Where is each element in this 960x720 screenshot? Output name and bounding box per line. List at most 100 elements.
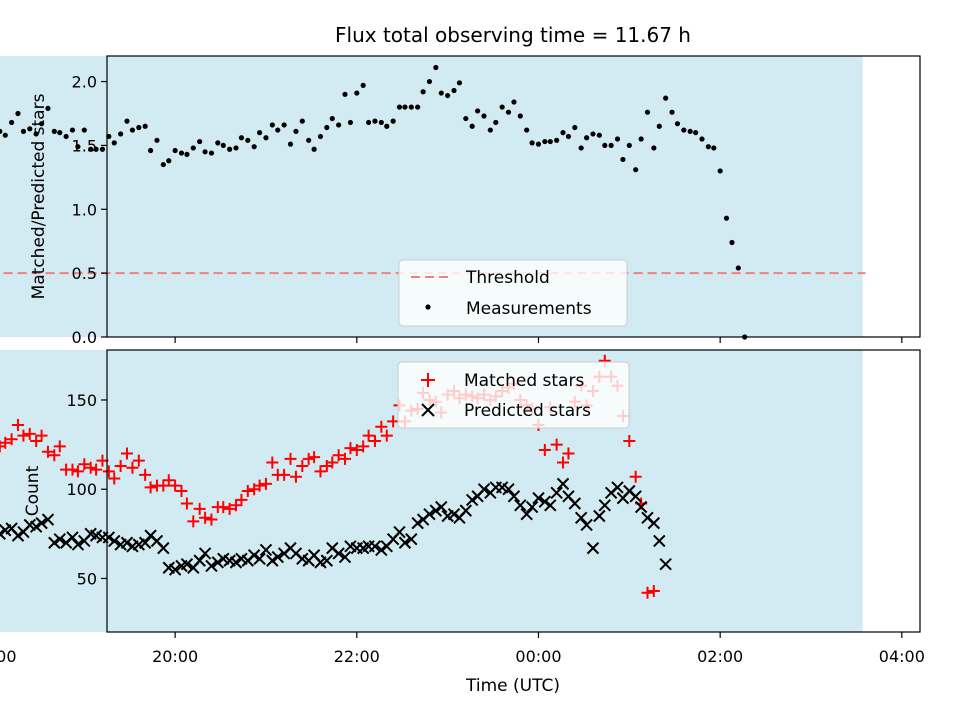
matched-stars-point <box>235 493 248 506</box>
x-tick-label: 20:00 <box>152 647 198 666</box>
matched-stars-point <box>193 502 206 515</box>
predicted-stars-point <box>532 491 545 505</box>
measurements-point <box>674 121 681 127</box>
predicted-stars-point <box>271 550 284 564</box>
predicted-stars-point <box>556 477 570 491</box>
matched-stars-point <box>629 470 642 483</box>
matched-stars-point <box>380 429 393 442</box>
predicted-stars-point <box>259 543 273 557</box>
measurements-point <box>245 137 251 143</box>
measurements-point <box>554 137 560 143</box>
measurements-point <box>317 133 324 140</box>
measurements-point <box>99 146 106 152</box>
matched-stars-point <box>368 435 381 448</box>
matched-stars-point <box>647 584 660 597</box>
measurements-point <box>475 108 481 114</box>
matched-stars-point <box>362 429 375 442</box>
predicted-stars-point <box>229 556 243 569</box>
measurements-point <box>299 118 305 124</box>
matched-stars-point <box>48 449 61 462</box>
measurements-point <box>487 127 493 133</box>
matched-stars-point <box>266 456 279 469</box>
matched-stars-point <box>126 461 139 474</box>
ratio-legend-box <box>398 259 628 327</box>
measurements-point <box>142 123 148 129</box>
measurements-point <box>565 133 572 140</box>
measurements-point <box>638 136 644 142</box>
measurements-point <box>311 146 317 152</box>
measurements-point <box>620 156 626 163</box>
measurements-point <box>190 145 196 151</box>
measurements-point <box>154 137 160 143</box>
matched-stars-point <box>289 470 302 483</box>
measurements-point <box>633 167 639 173</box>
predicted-stars-point <box>465 493 479 507</box>
measurements-point <box>93 146 99 152</box>
matched-stars-point <box>314 465 327 478</box>
matched-stars-point <box>375 420 388 433</box>
measurements-point <box>227 146 233 152</box>
measurements-point <box>663 95 669 101</box>
measurements-point <box>681 127 687 133</box>
predicted-stars-point <box>108 534 121 548</box>
measurements-point <box>15 110 21 117</box>
measurements-point <box>651 145 657 151</box>
matched-stars-point <box>357 440 370 453</box>
predicted-stars-point <box>653 534 666 548</box>
counts-legend: Matched stars Predicted stars <box>397 361 630 429</box>
measurements-point <box>63 133 69 140</box>
measurements-point <box>354 90 360 96</box>
matched-stars-point <box>338 452 351 465</box>
measurements-point <box>81 127 87 133</box>
measurements-point <box>524 127 530 133</box>
matched-stars-point <box>71 465 84 478</box>
matched-stars-point <box>302 452 315 465</box>
measurements-point <box>584 135 590 141</box>
measurements-point <box>445 92 451 99</box>
matched-stars-point <box>157 479 170 492</box>
measurements-point <box>342 91 348 97</box>
measurements-point <box>238 135 245 141</box>
predicted-stars-point <box>647 516 661 530</box>
matched-stars-point <box>199 511 212 524</box>
measurements-point <box>136 124 142 131</box>
measurements-point <box>2 132 8 138</box>
matched-stars-point <box>169 479 182 492</box>
measurements-point <box>324 124 330 131</box>
measurements-point <box>511 99 517 105</box>
matched-stars-point <box>205 513 218 526</box>
measurements-point <box>687 128 693 134</box>
measurements-point <box>27 126 33 132</box>
measurements-point <box>75 144 81 150</box>
predicted-stars-point <box>502 483 515 496</box>
predicted-stars-point <box>405 532 418 546</box>
measurements-point <box>9 119 15 126</box>
measurements-point <box>124 118 130 124</box>
matched-stars-point <box>253 479 266 492</box>
measurements-point <box>220 142 226 149</box>
matched-stars-point <box>332 449 345 462</box>
measurements-point <box>366 119 372 126</box>
predicted-stars-point <box>320 554 334 567</box>
predicted-stars-point <box>507 490 521 503</box>
measurements-point <box>378 119 384 126</box>
measurements-point <box>160 161 166 168</box>
measurements-point <box>626 142 632 149</box>
predicted-stars-point <box>429 504 443 517</box>
predicted-stars-point <box>598 499 611 512</box>
measurements-point <box>602 142 608 149</box>
measurements-point <box>590 131 596 137</box>
predicted-stars-point <box>368 540 382 553</box>
measurements-point <box>456 80 463 86</box>
measurements-point <box>542 138 548 145</box>
predicted-stars-point <box>568 497 582 510</box>
matched-stars-point <box>114 460 127 473</box>
counts-y-axis-label: Count <box>23 465 43 516</box>
predicted-stars-point <box>538 495 552 508</box>
matched-stars-legend-swatch <box>421 373 435 387</box>
predicted-stars-point <box>544 499 557 512</box>
matched-stars-point <box>175 485 188 497</box>
ratio-y-tick-label: 0.5 <box>72 264 97 283</box>
matched-stars-point <box>326 456 339 469</box>
measurements-point <box>390 118 396 124</box>
